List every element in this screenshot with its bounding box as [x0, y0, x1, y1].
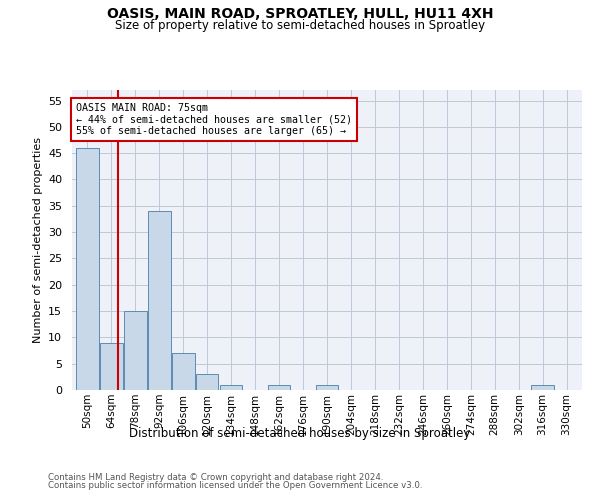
Bar	[100, 342, 122, 390]
Bar	[220, 384, 242, 390]
Bar	[172, 353, 194, 390]
Y-axis label: Number of semi-detached properties: Number of semi-detached properties	[32, 137, 43, 343]
Bar	[316, 384, 338, 390]
Bar	[532, 384, 554, 390]
Text: Contains public sector information licensed under the Open Government Licence v3: Contains public sector information licen…	[48, 481, 422, 490]
Text: OASIS, MAIN ROAD, SPROATLEY, HULL, HU11 4XH: OASIS, MAIN ROAD, SPROATLEY, HULL, HU11 …	[107, 8, 493, 22]
Bar	[124, 311, 146, 390]
Bar	[76, 148, 98, 390]
Bar	[148, 211, 170, 390]
Bar	[196, 374, 218, 390]
Text: Contains HM Land Registry data © Crown copyright and database right 2024.: Contains HM Land Registry data © Crown c…	[48, 472, 383, 482]
Text: Distribution of semi-detached houses by size in Sproatley: Distribution of semi-detached houses by …	[130, 428, 470, 440]
Bar	[268, 384, 290, 390]
Text: Size of property relative to semi-detached houses in Sproatley: Size of property relative to semi-detach…	[115, 19, 485, 32]
Text: OASIS MAIN ROAD: 75sqm
← 44% of semi-detached houses are smaller (52)
55% of sem: OASIS MAIN ROAD: 75sqm ← 44% of semi-det…	[76, 103, 352, 136]
